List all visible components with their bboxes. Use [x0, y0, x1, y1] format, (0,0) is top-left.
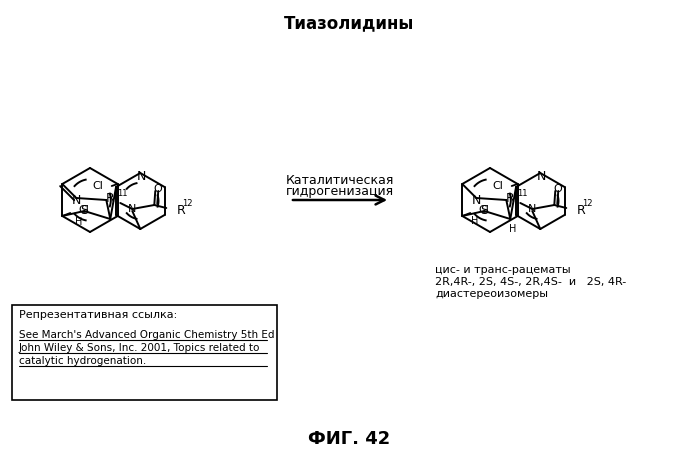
Text: Cl: Cl	[93, 181, 103, 191]
Text: O: O	[553, 184, 562, 194]
Text: 12: 12	[182, 199, 193, 208]
Bar	[12, 305, 277, 400]
Text: Cl: Cl	[493, 181, 504, 191]
Text: цис- и транс-рацематы: цис- и транс-рацематы	[435, 265, 570, 275]
Text: Тиазолидины: Тиазолидины	[284, 14, 415, 32]
Text: Репрезентативная ссылка:: Репрезентативная ссылка:	[19, 310, 178, 320]
Text: N: N	[472, 193, 481, 206]
Text: See March's Advanced Organic Chemistry 5th Ed: See March's Advanced Organic Chemistry 5…	[19, 330, 275, 340]
Text: диастереоизомеры: диастереоизомеры	[435, 289, 548, 299]
Text: 12: 12	[582, 199, 593, 208]
Text: Cl: Cl	[478, 205, 489, 215]
Text: N: N	[537, 170, 546, 182]
Text: S: S	[480, 205, 489, 218]
Text: гидрогенизация: гидрогенизация	[286, 186, 394, 199]
Text: R: R	[176, 204, 185, 217]
Text: ФИГ. 42: ФИГ. 42	[308, 430, 391, 448]
Text: 11: 11	[517, 188, 528, 198]
Text: N: N	[136, 170, 146, 182]
Text: 2R,4R-, 2S, 4S-, 2R,4S-  и   2S, 4R-: 2R,4R-, 2S, 4S-, 2R,4S- и 2S, 4R-	[435, 277, 626, 287]
Text: catalytic hydrogenation.: catalytic hydrogenation.	[19, 356, 146, 366]
Text: H: H	[75, 217, 82, 227]
Text: H: H	[509, 224, 516, 234]
Text: O: O	[153, 184, 161, 194]
Text: N: N	[128, 204, 136, 214]
Text: N: N	[71, 193, 81, 206]
Text: Cl: Cl	[78, 205, 89, 215]
Text: R: R	[106, 193, 115, 206]
Text: R: R	[576, 204, 585, 217]
Text: Каталитическая: Каталитическая	[286, 173, 394, 186]
Text: 11: 11	[117, 188, 128, 198]
Text: N: N	[528, 204, 536, 214]
Text: H: H	[470, 216, 478, 226]
Text: S: S	[80, 205, 88, 218]
Text: R: R	[506, 193, 514, 206]
Text: John Wiley & Sons, Inc. 2001, Topics related to: John Wiley & Sons, Inc. 2001, Topics rel…	[19, 343, 260, 353]
